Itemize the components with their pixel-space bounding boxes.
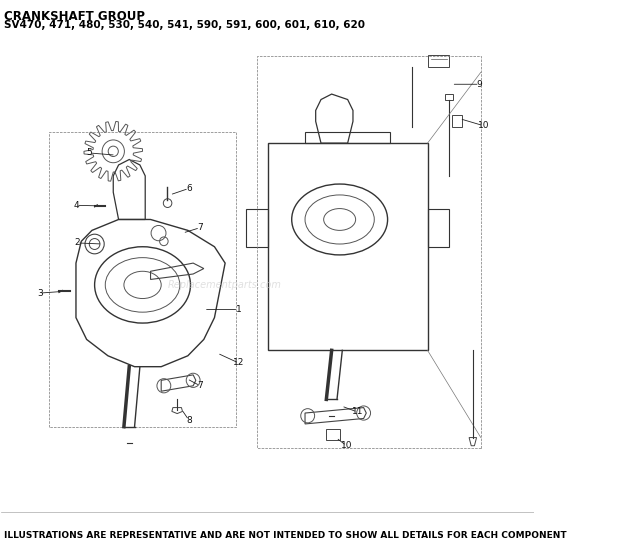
Bar — [428, 55, 449, 67]
Bar — [451, 115, 462, 127]
Bar — [445, 94, 453, 100]
Text: 5: 5 — [86, 149, 92, 157]
Text: 8: 8 — [186, 415, 192, 425]
Text: CRANKSHAFT GROUP: CRANKSHAFT GROUP — [4, 9, 145, 22]
Text: 7: 7 — [197, 381, 203, 390]
Text: 2: 2 — [74, 238, 80, 248]
Text: ILLUSTRATIONS ARE REPRESENTATIVE AND ARE NOT INTENDED TO SHOW ALL DETAILS FOR EA: ILLUSTRATIONS ARE REPRESENTATIVE AND ARE… — [4, 531, 567, 540]
Text: 9: 9 — [477, 80, 482, 89]
Text: 10: 10 — [341, 441, 352, 450]
Text: 1: 1 — [236, 305, 241, 314]
Text: 11: 11 — [352, 408, 363, 416]
Text: 10: 10 — [478, 121, 489, 130]
Text: 7: 7 — [197, 223, 203, 232]
Text: SV470, 471, 480, 530, 540, 541, 590, 591, 600, 601, 610, 620: SV470, 471, 480, 530, 540, 541, 590, 591… — [4, 20, 365, 30]
Text: Replacementparts.com: Replacementparts.com — [168, 280, 282, 290]
Text: 12: 12 — [232, 358, 244, 367]
Text: 4: 4 — [73, 201, 79, 210]
Text: 3: 3 — [37, 289, 43, 298]
Text: 6: 6 — [186, 184, 192, 193]
Bar — [326, 430, 340, 440]
